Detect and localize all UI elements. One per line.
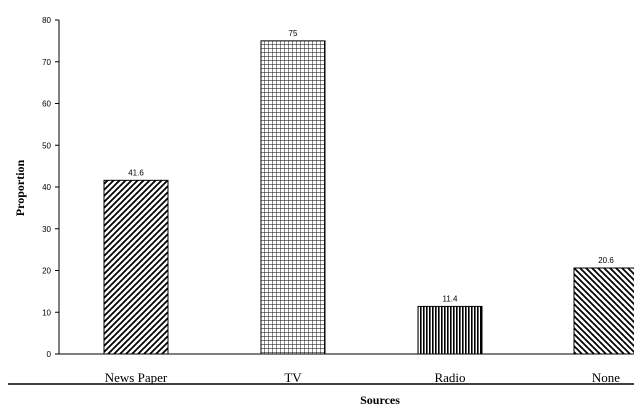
bar-value-label: 75 <box>289 29 298 38</box>
y-tick-label: 60 <box>42 100 51 109</box>
category-label: Radio <box>434 370 465 385</box>
y-tick-label: 30 <box>42 225 51 234</box>
bar-none <box>573 267 634 355</box>
category-label: None <box>592 370 620 385</box>
y-tick-label: 10 <box>42 308 51 317</box>
y-tick-label: 50 <box>42 141 51 150</box>
y-axis-title: Proportion <box>13 159 27 216</box>
bar-radio <box>417 305 483 355</box>
category-label: TV <box>284 370 302 385</box>
bar-value-label: 20.6 <box>598 256 614 265</box>
category-label: News Paper <box>105 370 168 385</box>
bar-value-label: 41.6 <box>128 168 144 177</box>
y-tick-label: 0 <box>47 350 52 359</box>
bar-tv <box>260 40 326 355</box>
y-tick-label: 40 <box>42 183 51 192</box>
category-labels: News Paper TV Radio None <box>105 370 621 385</box>
bar-value-label: 11.4 <box>443 294 459 303</box>
bar-news-paper <box>103 179 169 355</box>
x-axis-title: Sources <box>360 393 400 407</box>
y-tick-label: 70 <box>42 58 51 67</box>
y-tick-label: 80 <box>42 16 51 25</box>
bars <box>103 40 634 355</box>
y-tick-label: 20 <box>42 267 51 276</box>
value-labels: 41.6 75 11.4 20.6 <box>128 29 614 304</box>
